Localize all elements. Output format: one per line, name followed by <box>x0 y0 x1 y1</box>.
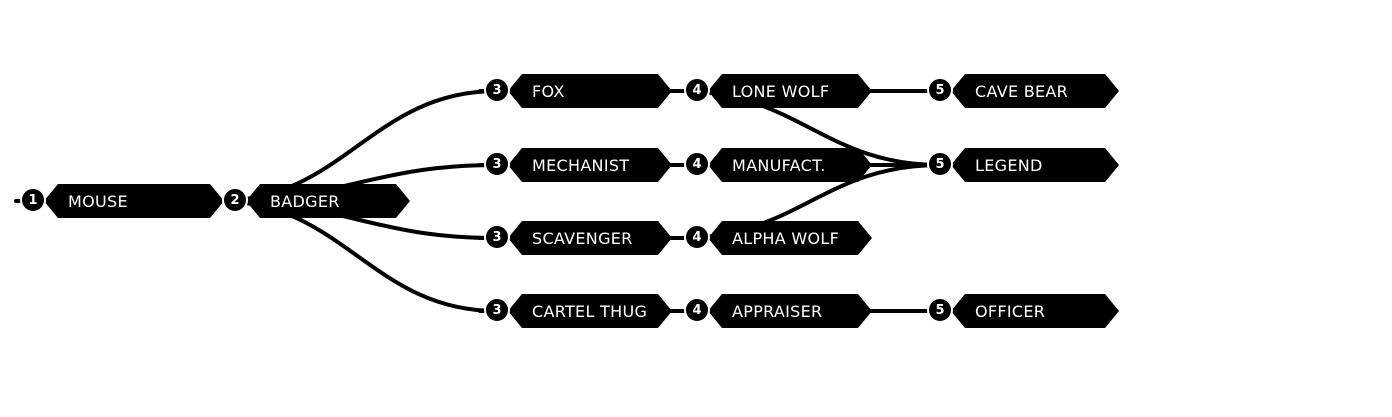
node-plate[interactable]: CAVE BEAR <box>951 74 1119 108</box>
node-plate[interactable]: LEGEND <box>951 148 1119 182</box>
node-plate[interactable]: ALPHA WOLF <box>708 221 872 255</box>
node-label: LEGEND <box>975 155 1043 175</box>
tier-badge: 5 <box>927 151 953 177</box>
tier-badge: 4 <box>684 297 710 323</box>
tier-badge: 4 <box>684 224 710 250</box>
node-plate[interactable]: SCAVENGER <box>508 221 672 255</box>
node-label: FOX <box>532 81 565 101</box>
node-label: CAVE BEAR <box>975 81 1069 101</box>
node-label: MANUFACT. <box>732 155 826 175</box>
tier-badge: 4 <box>684 151 710 177</box>
node-plate[interactable]: LONE WOLF <box>708 74 872 108</box>
node-label: CARTEL THUG <box>532 301 648 321</box>
node-plate[interactable]: OFFICER <box>951 294 1119 328</box>
node-label: ALPHA WOLF <box>732 228 840 248</box>
node-plate[interactable]: MANUFACT. <box>708 148 872 182</box>
tier-badge: 2 <box>222 187 248 213</box>
node-label: APPRAISER <box>732 301 823 321</box>
tier-badge: 5 <box>927 77 953 103</box>
tier-badge: 3 <box>484 151 510 177</box>
node-plate[interactable]: CARTEL THUG <box>508 294 672 328</box>
node-label: OFFICER <box>975 301 1046 321</box>
node-label: BADGER <box>270 191 340 211</box>
node-label: SCAVENGER <box>532 228 633 248</box>
node-label: MECHANIST <box>532 155 630 175</box>
node-plate[interactable]: FOX <box>508 74 672 108</box>
node-plate[interactable]: BADGER <box>246 184 410 218</box>
tier-badge: 4 <box>684 77 710 103</box>
node-plate[interactable]: MOUSE <box>44 184 224 218</box>
tier-badge: 3 <box>484 297 510 323</box>
node-plate[interactable]: MECHANIST <box>508 148 672 182</box>
tier-badge: 3 <box>484 77 510 103</box>
tier-badge: 5 <box>927 297 953 323</box>
node-label: LONE WOLF <box>732 81 830 101</box>
node-plate[interactable]: APPRAISER <box>708 294 872 328</box>
node-label: MOUSE <box>68 191 128 211</box>
tier-badge: 1 <box>20 187 46 213</box>
tier-badge: 3 <box>484 224 510 250</box>
